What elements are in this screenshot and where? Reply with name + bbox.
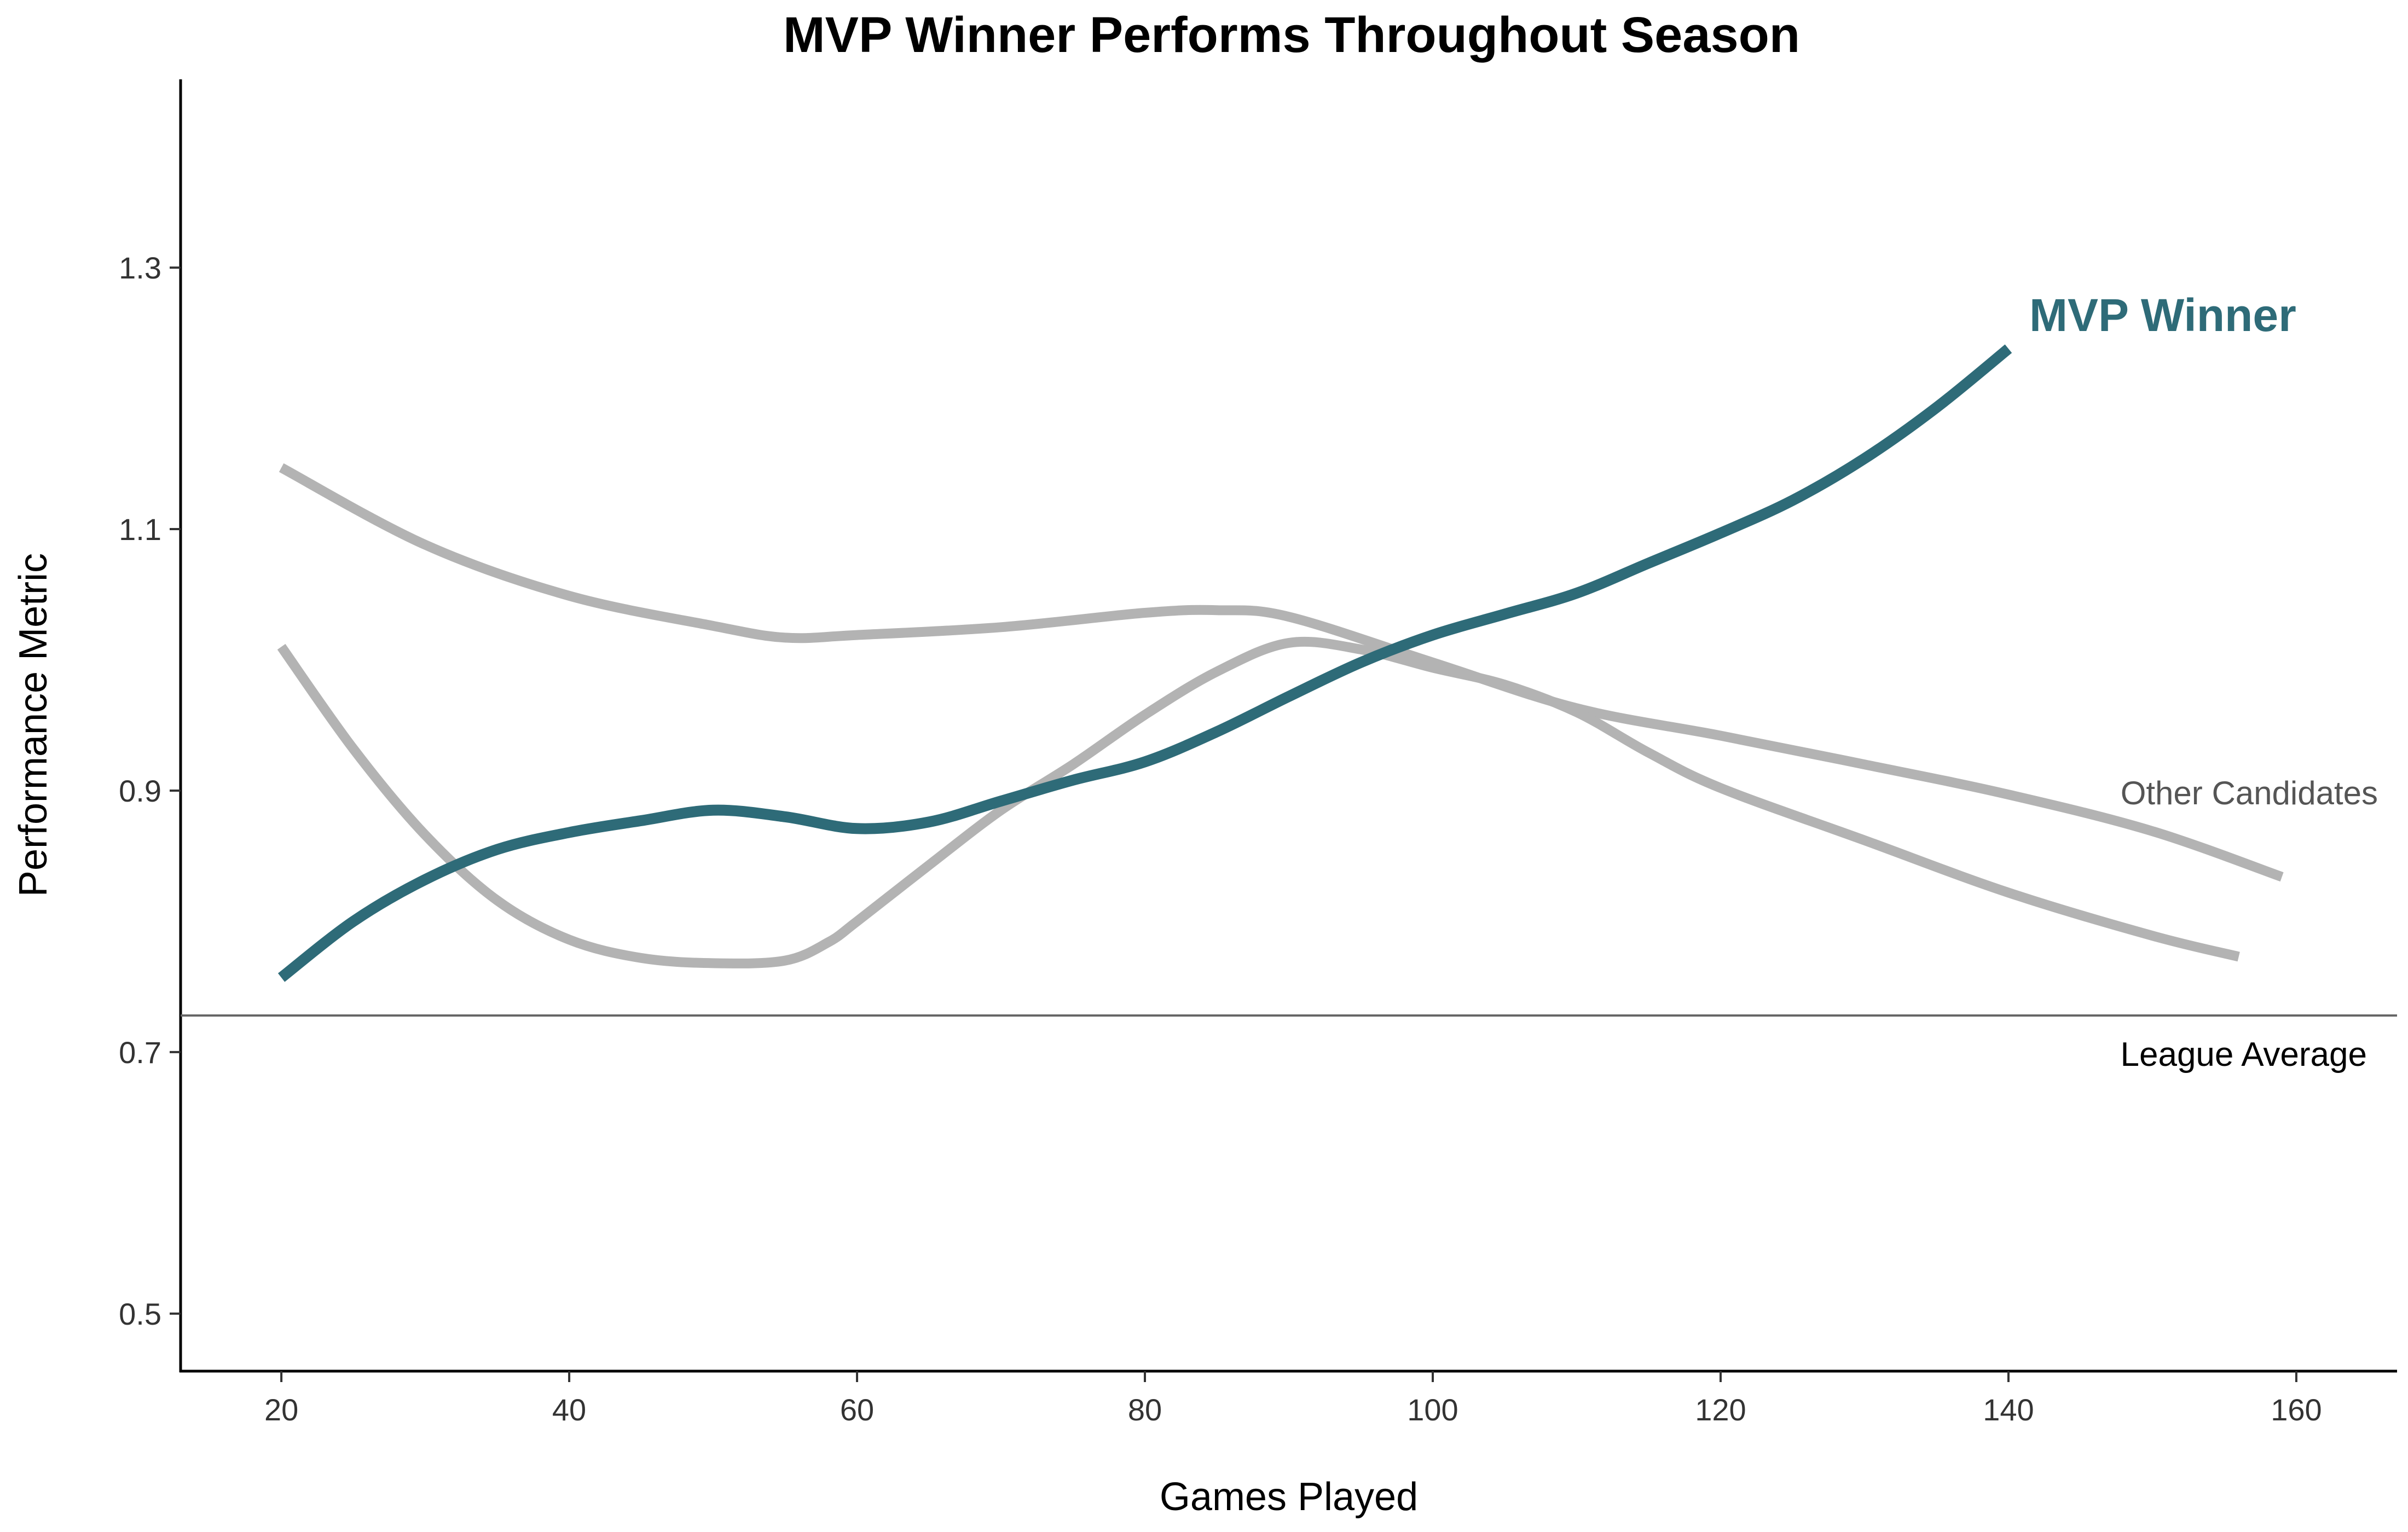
- x-axis-ticks: 20 40 60 80 100 120 140 160: [264, 1371, 2322, 1427]
- chart-title: MVP Winner Performs Throughout Season: [783, 7, 1800, 63]
- y-tick-label: 1.1: [119, 512, 161, 547]
- x-tick-label: 60: [840, 1392, 874, 1427]
- series-line-other-candidate: [279, 463, 2284, 882]
- y-axis-ticks: 0.5 0.7 0.9 1.1 1.3: [119, 251, 181, 1331]
- x-tick-label: 120: [1695, 1392, 1746, 1427]
- mvp-winner-label: MVP Winner: [2029, 289, 2296, 341]
- x-tick-label: 100: [1407, 1392, 1458, 1427]
- league-average-label: League Average: [2121, 1036, 2368, 1073]
- y-tick-label: 0.5: [119, 1297, 161, 1331]
- series-line-other-candidate: [277, 636, 2240, 968]
- y-axis-title: Performance Metric: [11, 553, 55, 897]
- x-tick-label: 40: [552, 1392, 586, 1427]
- y-tick-label: 0.9: [119, 774, 161, 808]
- x-tick-label: 140: [1983, 1392, 2034, 1427]
- x-tick-label: 20: [264, 1392, 298, 1427]
- y-tick-label: 1.3: [119, 251, 161, 285]
- x-axis-title: Games Played: [1160, 1475, 1418, 1519]
- series-line-mvp-winner: [277, 344, 2012, 982]
- other-candidates-label: Other Candidates: [2121, 775, 2378, 811]
- axes: [179, 79, 2397, 1373]
- x-tick-label: 160: [2271, 1392, 2322, 1427]
- series-layer: [277, 344, 2284, 982]
- y-tick-label: 0.7: [119, 1035, 161, 1070]
- x-tick-label: 80: [1128, 1392, 1162, 1427]
